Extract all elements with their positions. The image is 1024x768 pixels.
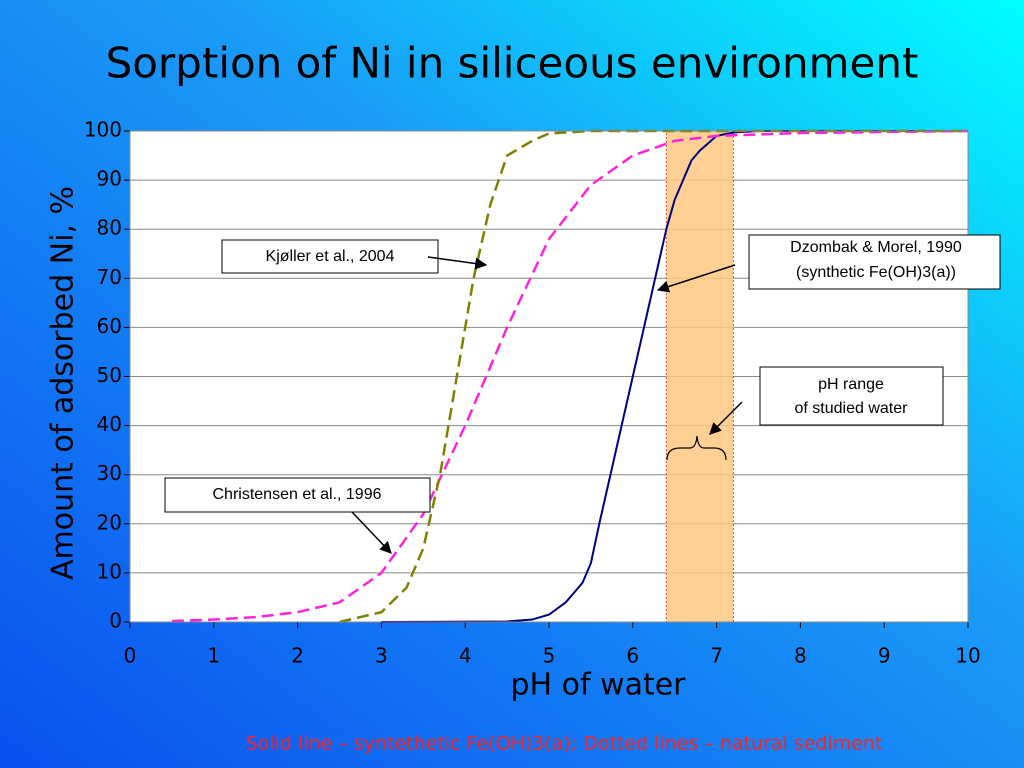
x-tick-label: 0 [124, 644, 137, 668]
annotation-text: (synthetic Fe(OH)3(a)) [796, 264, 956, 281]
y-tick-label: 100 [84, 118, 122, 142]
arrow [427, 256, 488, 270]
annotation-box [221, 239, 439, 274]
y-tick-label: 40 [97, 412, 122, 436]
annotation-text: of studied water [795, 400, 909, 417]
x-tick-label: 4 [459, 644, 472, 668]
x-tick-label: 9 [878, 644, 891, 668]
y-tick-label: 0 [109, 609, 122, 633]
arrow [351, 511, 392, 554]
y-axis-label: Amount of adsorbed Ni, % [46, 186, 81, 580]
x-tick-label: 1 [207, 644, 220, 668]
y-tick-label: 10 [97, 559, 122, 583]
series-line [339, 129, 968, 624]
annotation-text: Kjøller et al., 2004 [266, 248, 395, 265]
title: Sorption of Ni in siliceous environment [106, 39, 919, 88]
y-tick-label: 70 [97, 265, 122, 289]
x-tick-label: 3 [375, 644, 388, 668]
x-tick-label: 6 [626, 644, 639, 668]
y-tick-label: 90 [97, 167, 122, 191]
arrow [656, 264, 736, 293]
x-tick-label: 7 [710, 644, 723, 668]
annotation-text: Dzombak & Morel, 1990 [790, 239, 962, 256]
annotation-box [748, 234, 1001, 290]
x-tick-label: 5 [543, 644, 556, 668]
annotation-box [164, 477, 431, 513]
y-tick-label: 60 [97, 314, 122, 338]
y-tick-label: 20 [97, 510, 122, 534]
annotation-text: Christensen et al., 1996 [213, 486, 382, 503]
annotation-box [759, 366, 944, 426]
series-line [381, 130, 968, 623]
footnote: Solid line – syntethetic Fe(OH)3(a); Dot… [246, 733, 883, 755]
x-tick-label: 10 [955, 644, 980, 668]
y-tick-label: 30 [97, 461, 122, 485]
x-tick-label: 2 [291, 644, 304, 668]
y-tick-label: 80 [97, 216, 122, 240]
y-tick-label: 50 [97, 363, 122, 387]
plot-border [129, 130, 969, 623]
x-tick-label: 8 [794, 644, 807, 668]
ph-band [665, 130, 734, 623]
annotation-text: pH range [818, 376, 884, 393]
brace [666, 435, 727, 461]
arrow [709, 401, 743, 435]
x-axis-label: pH of water [510, 668, 686, 703]
series-line [171, 129, 969, 623]
annotations: Kjøller et al., 2004 Dzombak & Morel, 19… [164, 234, 1001, 554]
